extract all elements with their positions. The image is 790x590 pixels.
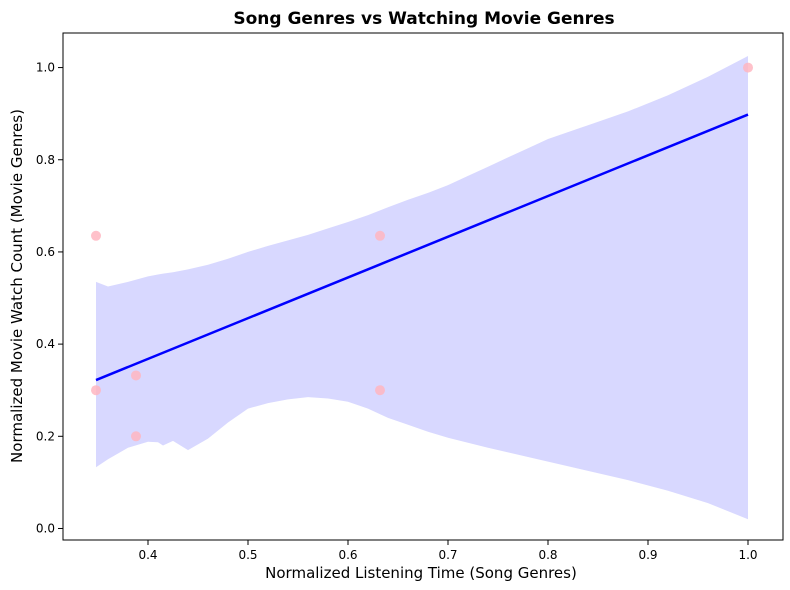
regression-line-layer <box>95 113 749 382</box>
x-tick-label: 0.6 <box>338 548 357 562</box>
data-point-4 <box>131 431 141 442</box>
scatter-points-layer <box>91 62 753 442</box>
y-axis-label: Normalized Movie Watch Count (Movie Genr… <box>8 109 26 463</box>
chart-title: Song Genres vs Watching Movie Genres <box>233 9 614 29</box>
data-point-2 <box>91 385 101 396</box>
y-tick-label: 0.6 <box>36 245 55 259</box>
y-tick-label: 0.4 <box>36 337 55 351</box>
regression-line <box>95 113 749 382</box>
data-point-5 <box>375 230 385 241</box>
x-tick-label: 1.0 <box>738 548 757 562</box>
confidence-band <box>96 56 748 520</box>
data-point-7 <box>743 62 753 73</box>
x-axis-label: Normalized Listening Time (Song Genres) <box>265 564 577 582</box>
data-point-6 <box>375 385 385 396</box>
y-tick-label: 1.0 <box>36 61 55 75</box>
plot-frame <box>62 32 784 541</box>
x-tick-label: 0.4 <box>138 548 157 562</box>
x-tick-label: 0.9 <box>638 548 657 562</box>
y-axis-ticks: 0.0 0.2 0.4 0.6 0.8 1.0 <box>36 61 63 535</box>
data-point-3 <box>131 370 141 381</box>
y-tick-label: 0.0 <box>36 521 55 535</box>
confidence-band-layer <box>96 56 748 520</box>
x-tick-label: 0.5 <box>238 548 257 562</box>
x-tick-label: 0.8 <box>538 548 557 562</box>
data-point-1 <box>91 230 101 241</box>
x-tick-label: 0.7 <box>438 548 457 562</box>
x-axis-ticks: 0.4 0.5 0.6 0.7 0.8 0.9 1.0 <box>138 540 758 562</box>
y-tick-label: 0.8 <box>36 153 55 167</box>
y-tick-label: 0.2 <box>36 429 55 443</box>
